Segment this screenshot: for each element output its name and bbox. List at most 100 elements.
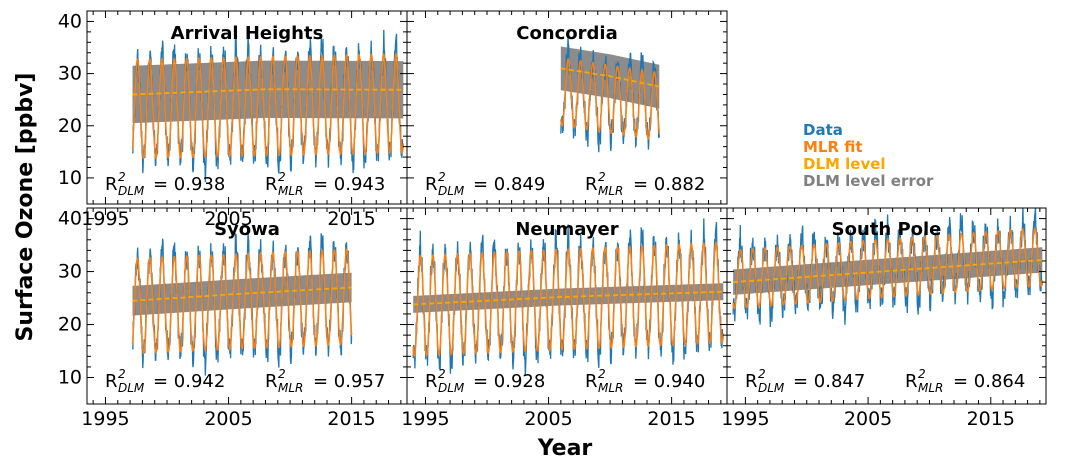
legend-entry: DLM level error [803,172,934,190]
stat-superscript: 2 [918,367,926,381]
stat-superscript: 2 [598,367,606,381]
stat-superscript: 2 [438,367,446,381]
stat-symbol: R [425,174,438,195]
ticks [727,208,1046,404]
stat-value: = 0.938 [153,174,225,195]
plot-area [412,218,725,376]
stat-symbol: R [585,174,598,195]
panel-frame [726,207,1047,405]
stat-superscript: 2 [758,367,766,381]
y-tick-label: 10 [58,167,82,189]
stat-value: = 0.940 [633,371,705,392]
mlr-fit-line [560,58,661,140]
y-tick-label: 40 [58,10,82,32]
stat-superscript: 2 [598,170,606,184]
stat-value: = 0.942 [153,371,225,392]
stat-superscript: 2 [118,367,126,381]
stat-value: = 0.864 [953,371,1025,392]
mlr-fit-line [131,53,405,160]
dlm-level-line [560,67,660,88]
stat-symbol: R [105,371,118,392]
level-error-band [560,46,660,109]
stat-value: = 0.847 [793,371,865,392]
x-tick-label: 2005 [844,408,892,430]
panel-title: Neumayer [515,219,618,240]
mlr-fit-line [131,248,353,355]
x-tick-label: 1995 [721,408,769,430]
x-tick-label: 2005 [524,408,572,430]
x-tick-label: 2015 [327,208,375,230]
ticks [407,11,727,204]
stat-symbol: R [905,371,918,392]
plot-area [732,208,1044,328]
dlm-level-line [132,88,404,96]
stat-subscript: DLM [118,184,145,198]
stat-symbol: R [265,174,278,195]
stat-symbol: R [585,371,598,392]
stat-value: = 0.882 [633,174,705,195]
x-tick-label: 1995 [81,408,129,430]
x-tick-label: 2005 [204,408,252,430]
x-tick-label: 2015 [647,408,695,430]
panel-title: Syowa [214,219,280,240]
stat-superscript: 2 [278,367,286,381]
y-tick-label: 30 [58,261,82,283]
dlm-level-line [132,286,352,302]
y-tick-label: 20 [58,115,82,137]
y-tick-label: 10 [58,367,82,389]
stat-subscript: MLR [278,184,303,198]
plot-area [560,34,661,153]
panel-title: Arrival Heights [171,23,324,44]
y-tick-label: 20 [58,314,82,336]
legend-entry: DLM level [803,155,886,173]
stat-subscript: MLR [918,381,943,395]
ticks [87,11,407,204]
stat-superscript: 2 [438,170,446,184]
stat-value: = 0.957 [313,371,385,392]
stat-symbol: R [105,174,118,195]
stat-subscript: DLM [438,184,465,198]
stat-subscript: DLM [118,381,145,395]
stat-superscript: 2 [278,170,286,184]
x-tick-label: 2015 [967,408,1015,430]
stat-subscript: DLM [438,381,465,395]
stat-symbol: R [745,371,758,392]
stat-subscript: MLR [278,381,303,395]
stat-value: = 0.943 [313,174,385,195]
x-tick-label: 2015 [327,408,375,430]
y-tick-label: 40 [58,208,82,230]
x-tick-label: 2005 [204,208,252,230]
stat-superscript: 2 [118,170,126,184]
panel-title: South Pole [832,219,942,240]
stat-subscript: DLM [758,381,785,395]
ticks [407,208,727,404]
x-tick-label: 1995 [401,408,449,430]
legend-entry: Data [803,121,843,139]
ticks [87,208,407,404]
x-tick-label: 1995 [81,208,129,230]
plot-area [131,29,405,183]
level-error-band [132,272,352,316]
plot-area [131,228,353,376]
panel-title: Concordia [516,23,618,44]
stat-symbol: R [265,371,278,392]
mlr-fit-line [412,241,725,358]
stat-symbol: R [425,371,438,392]
